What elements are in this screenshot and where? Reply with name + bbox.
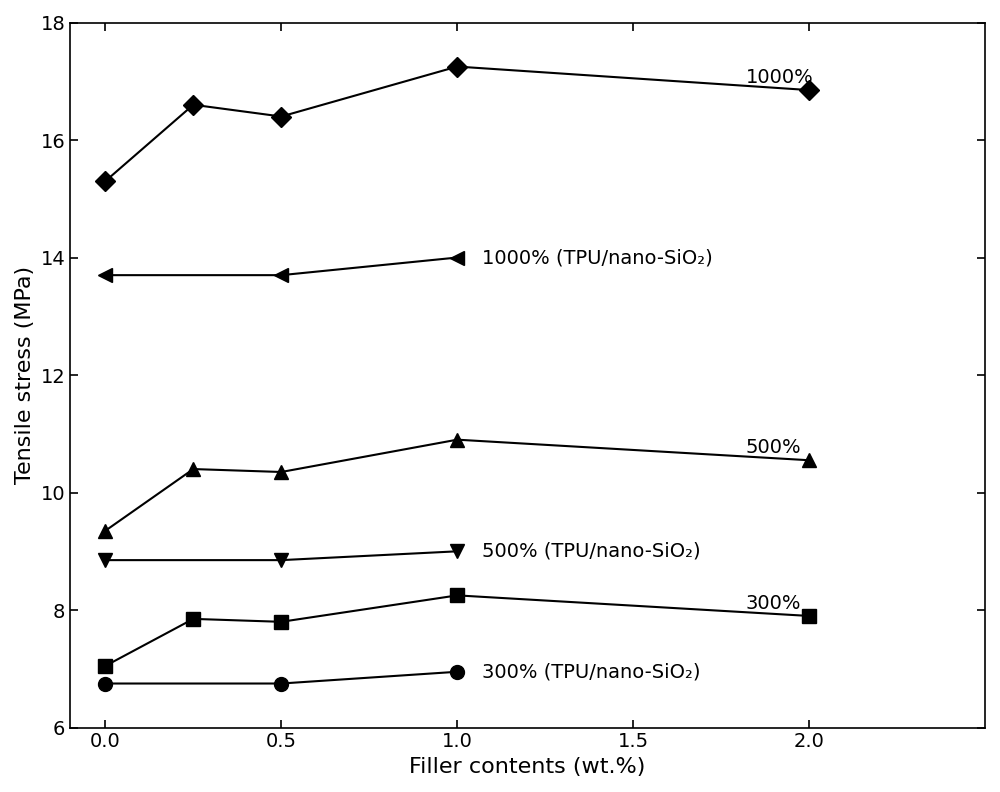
X-axis label: Filler contents (wt.%): Filler contents (wt.%) (409, 757, 646, 777)
Text: 500% (TPU/nano-SiO₂): 500% (TPU/nano-SiO₂) (482, 542, 700, 561)
Y-axis label: Tensile stress (MPa): Tensile stress (MPa) (15, 266, 35, 484)
Text: 500%: 500% (746, 438, 801, 457)
Text: 1000% (TPU/nano-SiO₂): 1000% (TPU/nano-SiO₂) (482, 248, 713, 267)
Text: 300% (TPU/nano-SiO₂): 300% (TPU/nano-SiO₂) (482, 662, 700, 681)
Text: 300%: 300% (746, 593, 801, 612)
Text: 1000%: 1000% (746, 67, 813, 86)
